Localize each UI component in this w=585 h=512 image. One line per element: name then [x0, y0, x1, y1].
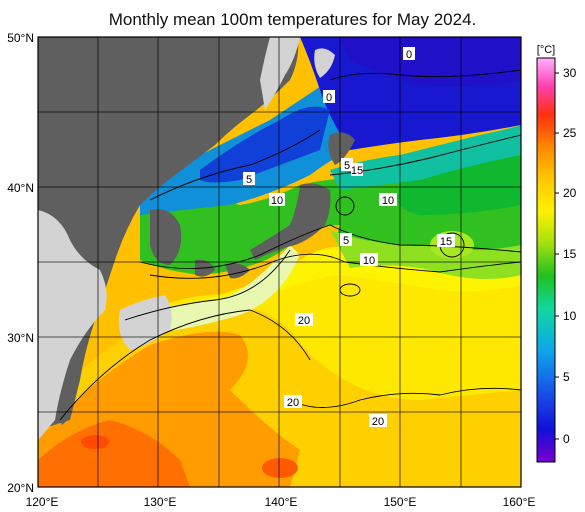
colorbar-tick: 0 [563, 432, 570, 446]
svg-text:15: 15 [440, 236, 452, 248]
map-frame [37, 36, 522, 488]
contour-label: 5 [341, 158, 353, 172]
contour-label-group: 0 0 5 5 5 10 10 10 15 15 20 20 20 [243, 47, 455, 428]
colorbar-scale [536, 57, 556, 463]
colorbar-tick: 5 [563, 370, 570, 384]
svg-text:20: 20 [298, 315, 310, 327]
svg-text:10: 10 [271, 195, 283, 207]
colorbar-tick: 30 [563, 66, 577, 80]
lat-label: 40°N [7, 181, 34, 195]
svg-text:5: 5 [344, 160, 350, 172]
svg-text:0: 0 [326, 92, 332, 104]
svg-text:20: 20 [372, 416, 384, 428]
lon-label: 120°E [26, 495, 59, 509]
colorbar-tick: 15 [563, 247, 577, 261]
contour-label: 5 [340, 233, 352, 247]
svg-text:15: 15 [351, 165, 363, 177]
svg-text:5: 5 [246, 174, 252, 186]
contour-label: 10 [269, 193, 285, 207]
lat-axis: 50°N 40°N 30°N 20°N [7, 31, 34, 495]
colorbar-tick: 10 [563, 309, 577, 323]
lat-label: 50°N [7, 31, 34, 45]
contour-label: 0 [403, 47, 415, 61]
contour-label: 5 [243, 172, 255, 186]
svg-text:0: 0 [406, 49, 412, 61]
lon-label: 150°E [384, 495, 417, 509]
lon-label: 160°E [503, 495, 536, 509]
map-title: Monthly mean 100m temperatures for May 2… [108, 10, 477, 29]
lat-label: 30°N [7, 331, 34, 345]
colorbar-unit: [°C] [537, 44, 555, 56]
svg-text:10: 10 [382, 195, 394, 207]
svg-text:20: 20 [287, 397, 299, 409]
graticule [38, 37, 521, 487]
lon-label: 140°E [265, 495, 298, 509]
contour-label: 0 [323, 90, 335, 104]
lon-axis: 120°E 130°E 140°E 150°E 160°E [26, 495, 536, 509]
contour-label: 20 [369, 414, 387, 428]
colorbar-tick: 25 [563, 126, 577, 140]
colorbar-tick: 20 [563, 186, 577, 200]
contour-label: 15 [437, 234, 455, 248]
contour-label: 10 [379, 193, 397, 207]
svg-text:10: 10 [363, 255, 375, 267]
contour-label: 15 [351, 163, 363, 177]
lat-label: 20°N [7, 481, 34, 495]
contour-label: 20 [295, 313, 313, 327]
contour-label: 10 [360, 253, 378, 267]
contour-label: 20 [284, 395, 302, 409]
lon-label: 130°E [144, 495, 177, 509]
colorbar: [°C] 30 25 20 15 10 5 0 [536, 44, 577, 463]
svg-text:5: 5 [343, 235, 349, 247]
